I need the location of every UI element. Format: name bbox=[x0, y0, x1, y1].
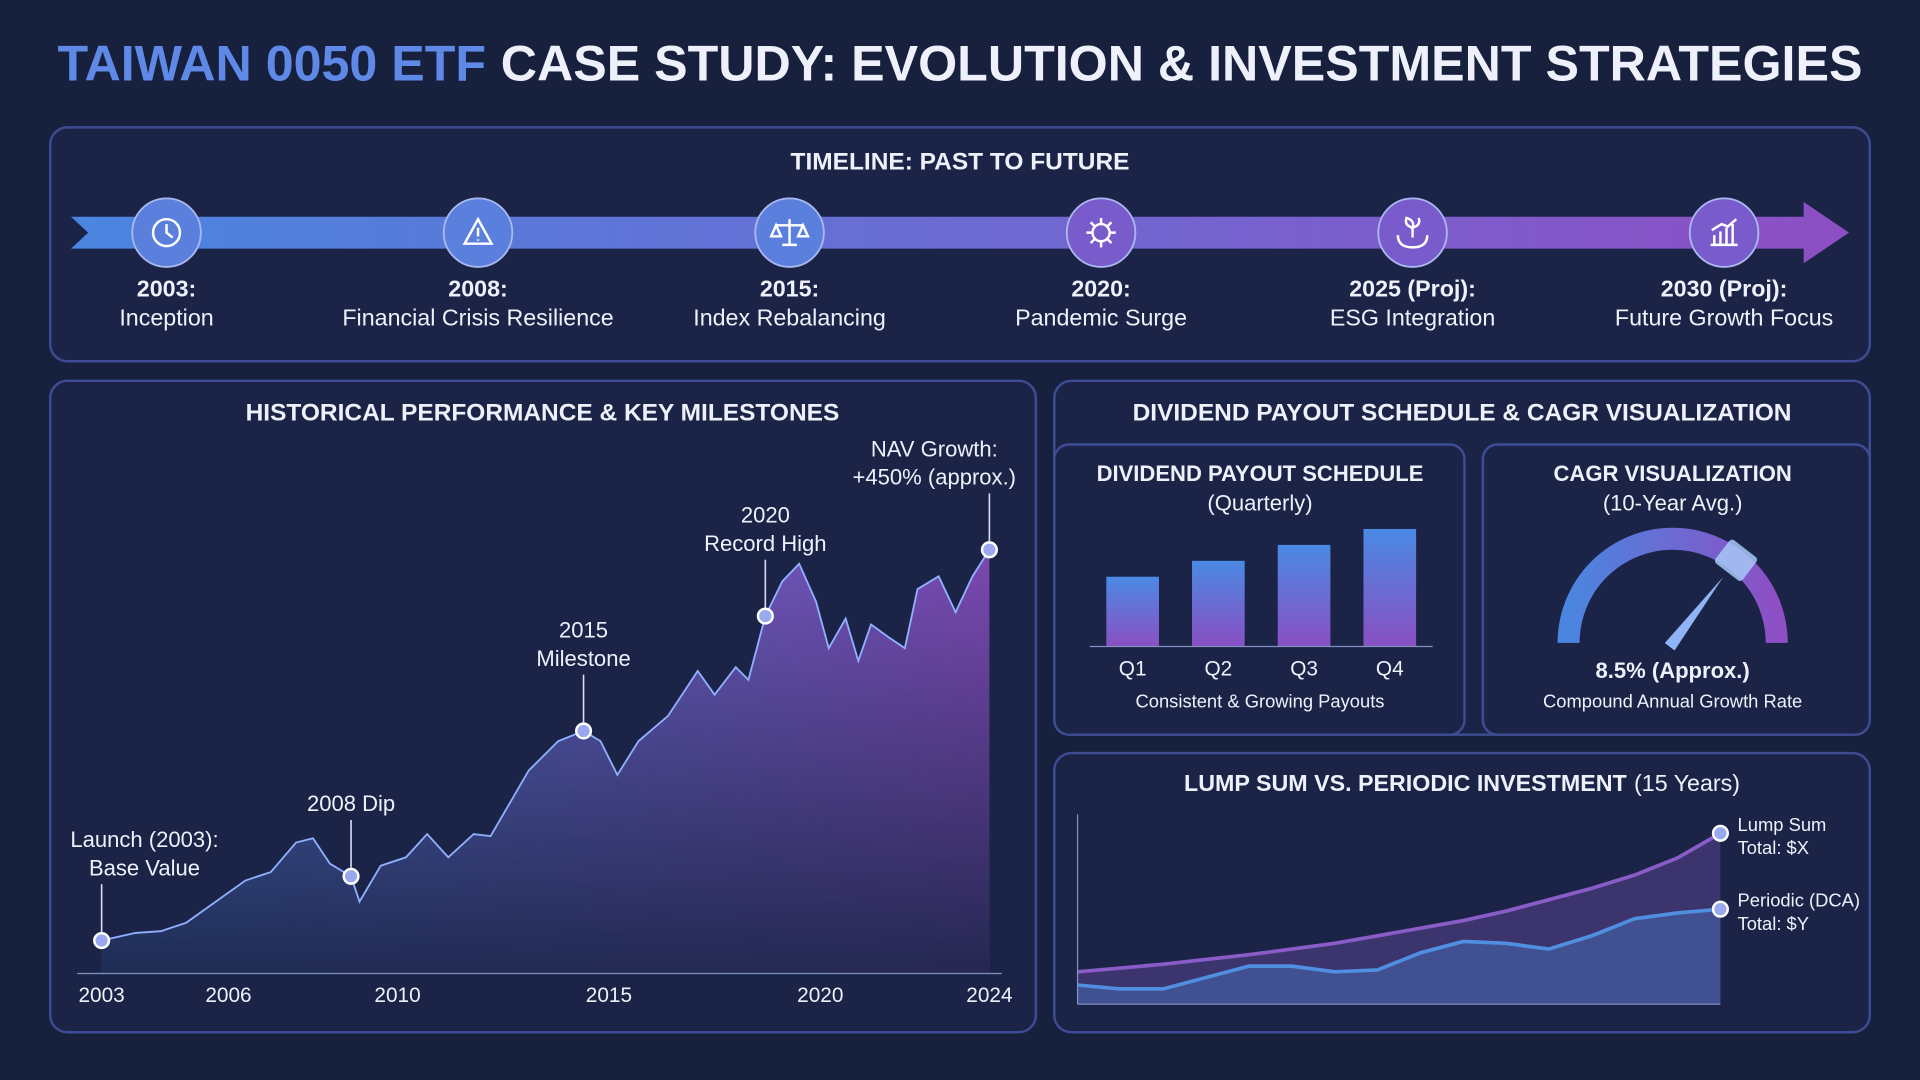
timeline-label: Inception bbox=[119, 305, 213, 331]
milestone-dot bbox=[342, 867, 360, 885]
x-tick-label: Q4 bbox=[1376, 657, 1404, 680]
chart-title: LUMP SUM VS. PERIODIC INVESTMENT (15 Year… bbox=[1184, 770, 1740, 796]
annotation-label: 2015 bbox=[559, 618, 608, 643]
annotation-label: Milestone bbox=[536, 646, 630, 671]
area-shade bbox=[101, 549, 990, 974]
bar bbox=[1277, 544, 1331, 647]
legend-label: Lump Sum bbox=[1738, 814, 1827, 835]
chart-note: Consistent & Growing Payouts bbox=[1136, 691, 1385, 712]
x-tick-label: 2024 bbox=[966, 984, 1012, 1007]
chart-title-main: LUMP SUM VS. PERIODIC INVESTMENT bbox=[1184, 770, 1627, 796]
line bbox=[101, 549, 991, 942]
series-line bbox=[1077, 831, 1722, 974]
group-title: DIVIDEND PAYOUT SCHEDULE & CAGR VISUALIZ… bbox=[1133, 399, 1792, 426]
dividend-panel bbox=[1053, 443, 1466, 736]
milestone-dot bbox=[93, 931, 111, 950]
milestone-dot bbox=[980, 541, 998, 559]
bar bbox=[1363, 528, 1417, 647]
bar bbox=[1192, 560, 1245, 647]
x-tick-label: 2006 bbox=[205, 984, 251, 1007]
gauge-arc bbox=[1557, 527, 1788, 643]
x-tick-label: Q1 bbox=[1119, 657, 1147, 680]
chart-subtitle: (10-Year Avg.) bbox=[1603, 490, 1743, 515]
annotation-label: +450% (approx.) bbox=[853, 465, 1017, 490]
x-tick-label: 2015 bbox=[586, 984, 632, 1007]
legend-label: Total: $X bbox=[1738, 837, 1809, 858]
lump-sum-panel bbox=[1053, 751, 1872, 1034]
series-line bbox=[1077, 907, 1721, 991]
title-rest: CASE STUDY: EVOLUTION & INVESTMENT STRAT… bbox=[501, 36, 1863, 92]
timeline-icon bbox=[769, 219, 810, 247]
annotation-label: 2008 Dip bbox=[307, 791, 395, 816]
timeline-date: 2008: bbox=[448, 275, 507, 301]
page-title: TAIWAN 0050 ETF CASE STUDY: EVOLUTION & I… bbox=[58, 36, 1863, 92]
legend-label: Total: $Y bbox=[1738, 913, 1809, 934]
chart-title: DIVIDEND PAYOUT SCHEDULE bbox=[1097, 461, 1424, 486]
timeline-date: 2015: bbox=[760, 275, 819, 301]
milestone-dot bbox=[574, 722, 593, 740]
x-tick-label: 2020 bbox=[797, 984, 843, 1007]
annotation-label: Base Value bbox=[89, 855, 200, 880]
timeline-date: 2030 (Proj): bbox=[1661, 275, 1788, 301]
x-tick-label: Q2 bbox=[1204, 657, 1232, 680]
bar bbox=[1106, 576, 1159, 647]
chart-title: HISTORICAL PERFORMANCE & KEY MILESTONES bbox=[246, 399, 840, 426]
chart-subtitle: (15 Years) bbox=[1634, 770, 1740, 796]
gauge-needle bbox=[1664, 576, 1724, 651]
title-highlight: TAIWAN 0050 ETF bbox=[58, 36, 487, 92]
timeline-label: Pandemic Surge bbox=[1015, 305, 1187, 331]
timeline-icon bbox=[462, 216, 494, 245]
value-label: 8.5% (Approx.) bbox=[1596, 658, 1750, 683]
timeline-date: 2003: bbox=[137, 275, 196, 301]
timeline-title: TIMELINE: PAST TO FUTURE bbox=[791, 148, 1130, 175]
series-area bbox=[1077, 833, 1721, 1005]
annotation-label: NAV Growth: bbox=[871, 436, 998, 461]
timeline-label: Future Growth Focus bbox=[1615, 305, 1833, 331]
timeline-icon bbox=[1396, 216, 1429, 249]
timeline-node bbox=[1688, 197, 1760, 268]
timeline-icon bbox=[151, 217, 182, 248]
timeline-date: 2020: bbox=[1071, 275, 1130, 301]
chart-note: Compound Annual Growth Rate bbox=[1543, 691, 1802, 712]
milestone-dot bbox=[756, 607, 774, 625]
x-tick-label: 2010 bbox=[374, 984, 420, 1007]
x-tick-label: Q3 bbox=[1290, 657, 1318, 680]
end-dot bbox=[1711, 900, 1729, 918]
chart-title: CAGR VISUALIZATION bbox=[1554, 461, 1792, 486]
timeline-label: ESG Integration bbox=[1330, 305, 1495, 331]
x-tick-label: 2003 bbox=[78, 984, 124, 1007]
annotation-label: 2020 bbox=[741, 503, 790, 528]
annotation-label: Record High bbox=[704, 531, 826, 556]
timeline-label: Index Rebalancing bbox=[693, 305, 886, 331]
timeline-icon bbox=[1086, 217, 1116, 248]
annotation-label: Launch (2003): bbox=[70, 827, 218, 852]
cagr-panel bbox=[1481, 443, 1872, 736]
legend-label: Periodic (DCA) bbox=[1738, 890, 1860, 911]
timeline-date: 2025 (Proj): bbox=[1349, 275, 1476, 301]
chart-subtitle: (Quarterly) bbox=[1207, 490, 1312, 515]
end-dot bbox=[1711, 824, 1729, 842]
timeline-icon bbox=[1710, 218, 1738, 247]
series-area bbox=[1077, 909, 1721, 1005]
timeline-label: Financial Crisis Resilience bbox=[342, 305, 613, 331]
gauge-marker bbox=[1714, 539, 1758, 581]
timeline-node bbox=[1065, 197, 1137, 268]
